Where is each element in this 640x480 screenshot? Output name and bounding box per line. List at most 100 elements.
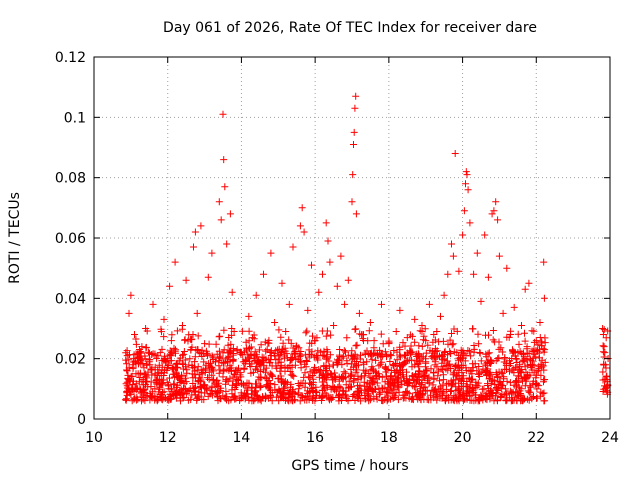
data-point bbox=[472, 381, 480, 389]
data-point bbox=[259, 393, 267, 401]
data-point bbox=[254, 356, 262, 364]
data-point bbox=[204, 392, 212, 400]
data-point bbox=[453, 349, 461, 357]
data-point bbox=[469, 325, 477, 333]
data-point bbox=[322, 376, 330, 384]
data-point bbox=[377, 330, 385, 338]
data-point bbox=[478, 385, 486, 393]
data-point bbox=[515, 340, 523, 348]
y-tick-label: 0.08 bbox=[55, 171, 86, 187]
data-point bbox=[168, 385, 176, 393]
data-point bbox=[352, 210, 360, 218]
data-point bbox=[223, 376, 231, 384]
data-point bbox=[143, 392, 151, 400]
data-point bbox=[529, 361, 537, 369]
data-point bbox=[325, 357, 333, 365]
chart-title: Day 061 of 2026, Rate Of TEC Index for r… bbox=[163, 20, 537, 36]
data-point bbox=[397, 353, 404, 361]
data-point bbox=[327, 385, 335, 393]
data-point bbox=[449, 340, 457, 348]
data-point bbox=[123, 388, 130, 396]
data-point bbox=[412, 378, 420, 386]
data-point bbox=[287, 371, 295, 379]
data-point bbox=[318, 370, 326, 378]
data-point bbox=[311, 337, 319, 345]
data-point bbox=[191, 353, 199, 361]
data-point bbox=[160, 315, 168, 323]
data-point bbox=[220, 156, 228, 164]
data-point bbox=[352, 342, 360, 350]
data-point bbox=[132, 359, 140, 367]
data-point bbox=[180, 350, 188, 358]
data-point bbox=[356, 330, 364, 338]
data-point bbox=[323, 391, 331, 399]
data-point bbox=[149, 300, 157, 308]
data-point bbox=[497, 368, 505, 376]
data-point bbox=[495, 345, 503, 353]
data-point bbox=[142, 343, 150, 351]
data-point bbox=[386, 351, 394, 359]
data-point bbox=[203, 385, 211, 393]
data-point bbox=[349, 393, 357, 400]
data-point bbox=[208, 352, 216, 360]
data-point bbox=[213, 389, 221, 397]
data-point bbox=[123, 366, 131, 374]
data-point bbox=[398, 380, 406, 388]
data-point bbox=[350, 141, 357, 148]
data-point bbox=[215, 198, 223, 206]
data-point bbox=[521, 337, 529, 345]
data-point bbox=[437, 312, 444, 320]
data-point bbox=[242, 338, 250, 346]
data-point bbox=[162, 394, 169, 402]
data-point bbox=[430, 331, 438, 338]
data-point bbox=[372, 372, 380, 380]
data-point bbox=[409, 382, 417, 390]
data-point bbox=[310, 369, 318, 377]
data-point bbox=[603, 376, 611, 384]
data-point bbox=[475, 363, 483, 370]
data-point bbox=[482, 350, 490, 358]
data-point bbox=[274, 375, 282, 383]
data-point bbox=[493, 372, 501, 380]
data-point bbox=[197, 222, 205, 230]
data-point bbox=[190, 243, 197, 251]
data-point bbox=[245, 327, 253, 335]
data-point bbox=[459, 354, 467, 362]
data-point bbox=[225, 334, 233, 341]
data-point bbox=[306, 350, 314, 358]
data-point bbox=[304, 306, 312, 314]
data-point bbox=[528, 327, 536, 335]
data-point bbox=[370, 344, 378, 352]
data-point bbox=[279, 339, 287, 347]
data-point bbox=[158, 357, 166, 365]
data-point bbox=[459, 231, 467, 239]
data-point bbox=[168, 331, 176, 339]
data-point bbox=[474, 330, 482, 338]
data-point bbox=[342, 373, 350, 381]
data-point bbox=[315, 288, 323, 296]
data-point bbox=[189, 374, 197, 382]
data-point bbox=[151, 392, 159, 400]
data-point bbox=[140, 385, 148, 393]
data-point bbox=[514, 330, 522, 338]
data-point bbox=[340, 387, 348, 395]
data-point bbox=[124, 384, 131, 392]
data-point bbox=[222, 380, 230, 388]
data-point bbox=[237, 373, 245, 381]
data-point bbox=[302, 357, 310, 364]
data-point bbox=[444, 351, 452, 359]
data-point bbox=[469, 385, 477, 393]
data-point bbox=[466, 219, 474, 227]
data-point bbox=[196, 374, 204, 382]
data-point bbox=[533, 394, 541, 402]
x-axis-label: GPS time / hours bbox=[291, 458, 408, 474]
data-point bbox=[317, 348, 325, 356]
data-point bbox=[509, 397, 516, 405]
data-point bbox=[318, 393, 326, 401]
data-point bbox=[344, 276, 352, 284]
data-point bbox=[477, 297, 485, 305]
data-point bbox=[308, 261, 315, 269]
data-point bbox=[340, 368, 348, 376]
data-point bbox=[413, 353, 421, 360]
data-point bbox=[600, 343, 608, 351]
